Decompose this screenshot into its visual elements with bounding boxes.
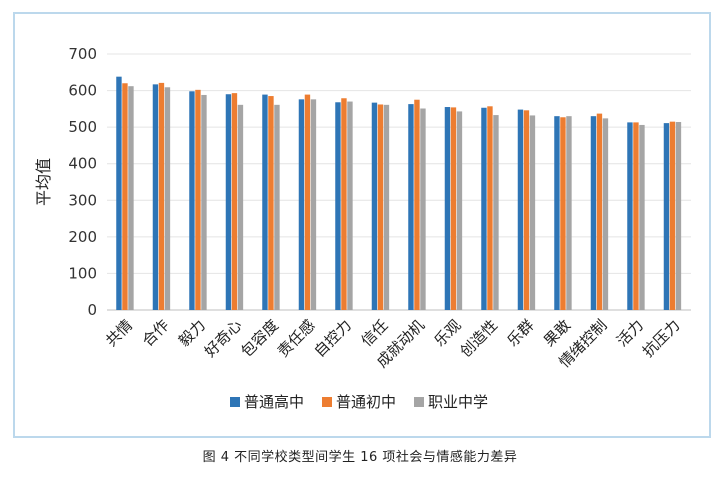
bar [268,96,274,310]
bar [663,123,670,311]
bar [627,122,633,310]
legend-swatch [322,397,332,407]
bar [201,94,207,311]
bar [414,99,420,310]
y-tick-label: 200 [68,228,97,246]
x-tick-label: 责任感 [274,316,319,361]
bar [639,124,645,310]
bar [420,108,426,311]
bar [347,101,353,311]
x-tick-label: 好奇心 [201,316,246,361]
bar [493,115,499,311]
x-tick-label: 抗压力 [639,316,684,361]
y-tick-label: 400 [68,155,97,173]
bar [237,104,244,310]
legend-swatch [414,397,424,407]
bar [517,109,524,311]
y-axis-title: 平均值 [34,158,53,206]
y-tick-label: 0 [87,301,97,319]
bar [164,87,171,310]
x-tick-label: 合作 [139,316,173,350]
y-tick-label: 600 [68,82,97,100]
bar [669,121,676,311]
bar [602,118,609,310]
bar [225,94,232,310]
y-tick-label: 100 [68,264,97,282]
bar [231,93,238,310]
x-tick-label: 乐群 [504,316,538,350]
x-tick-label: 包容度 [238,316,283,361]
bar [304,94,311,310]
bar [456,111,463,310]
bar [487,106,493,310]
bar [596,113,603,311]
chart-frame: 0 100 200 300 400 500 600 700 平均值 共情 合作 毅力 好奇心 包容度 责任感… [13,12,711,438]
bar [675,122,682,310]
bar [116,76,122,310]
x-tick-label: 创造性 [457,316,502,361]
bar [377,104,384,311]
bar [341,98,347,310]
bar [633,122,639,310]
bar [274,104,280,310]
bar [523,110,530,310]
bar [371,102,378,310]
legend-label: 普通初中 [336,393,396,411]
bar [195,89,201,310]
x-tick-label: 共情 [102,316,136,350]
bar [128,86,134,310]
x-tick-label: 自控力 [311,316,356,361]
bar [444,107,451,311]
y-tick-label: 700 [68,45,97,63]
legend-swatch [230,397,240,407]
bar [566,116,572,311]
bar [408,104,414,310]
bar [590,116,597,311]
legend-label: 职业中学 [428,393,488,411]
bar [481,107,487,310]
bar [310,99,317,310]
legend-label: 普通高中 [244,393,304,411]
bar [262,94,268,310]
y-tick-label: 500 [68,118,97,136]
bar [383,104,390,310]
bar [335,102,341,310]
bar [152,84,159,311]
bar [450,107,457,310]
bar [554,116,560,311]
figure-caption: 图 4 不同学校类型间学生 16 项社会与情感能力差异 [202,450,518,465]
bar [298,99,305,310]
bar [560,117,566,310]
bar [122,83,128,310]
y-tick-label: 300 [68,191,97,209]
bar [189,91,195,310]
bar [158,82,165,311]
bar [529,115,536,310]
